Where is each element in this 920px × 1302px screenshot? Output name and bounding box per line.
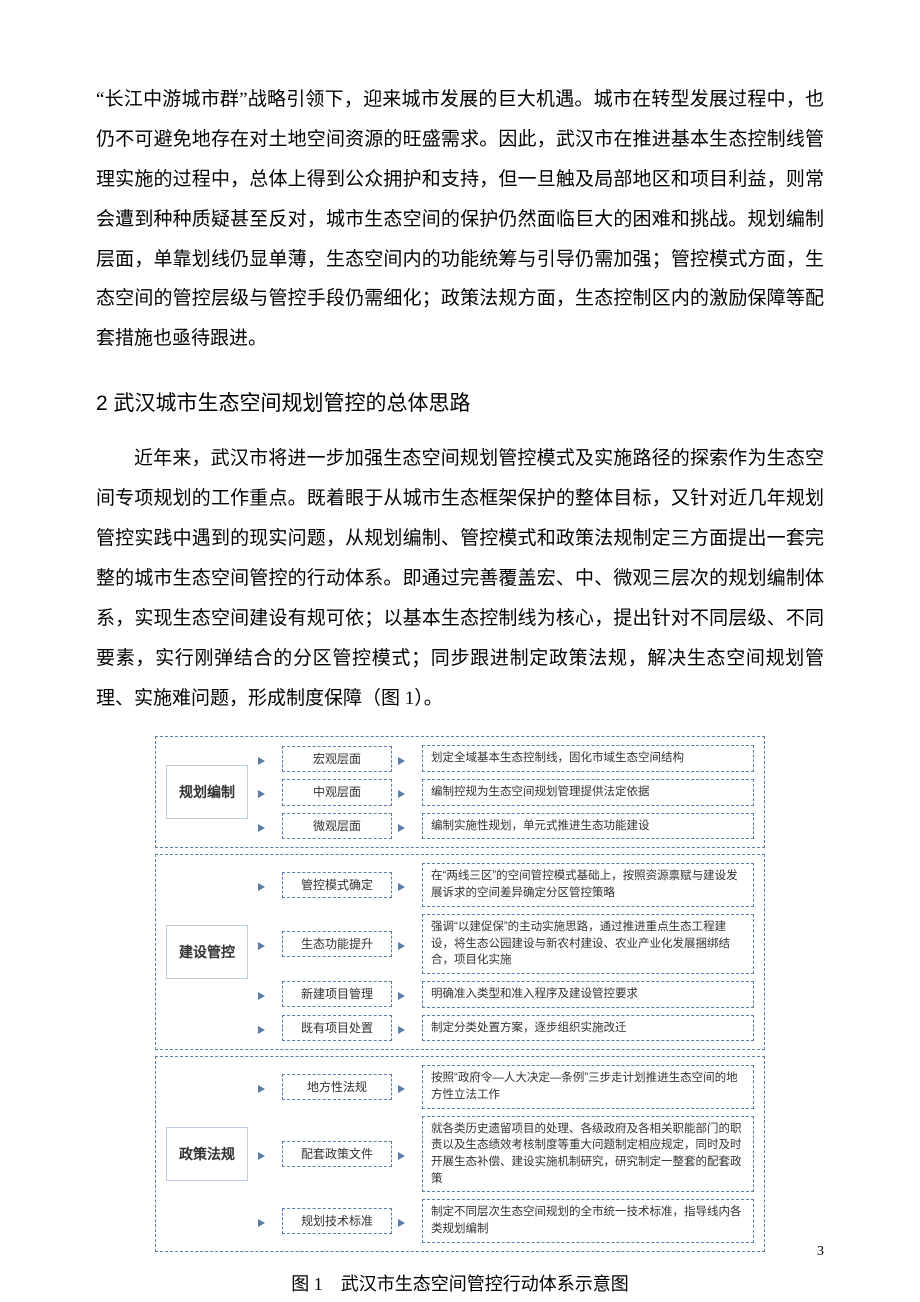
diagram-mid-label: 中观层面 [282, 779, 392, 805]
diagram-desc: 编制控规为生态空间规划管理提供法定依据 [422, 779, 754, 806]
diagram-mid-label: 管控模式确定 [282, 872, 392, 898]
diagram-row: 微观层面 编制实施性规划，单元式推进生态功能建设 [262, 813, 754, 840]
para-2: 近年来，武汉市将进一步加强生态空间规划管控模式及实施路径的探索作为生态空间专项规… [96, 439, 824, 718]
diagram-block: 政策法规 地方性法规 按照“政府令—人大决定—条例”三步走计划推进生态空间的地方性立… [155, 1056, 765, 1251]
diagram-desc: 在“两线三区”的空间管控模式基础上，按照资源禀赋与建设发展诉求的空间差异确定分区… [422, 863, 754, 906]
diagram-block-label: 政策法规 [166, 1127, 248, 1181]
diagram-desc: 明确准入类型和准入程序及建设管控要求 [422, 981, 754, 1008]
figure-1-wrap: 规划编制 宏观层面 划定全域基本生态控制线，固化市域生态空间结构中观层面 编制控规为生… [96, 736, 824, 1251]
diagram-block-label: 规划编制 [166, 765, 248, 819]
diagram-block: 规划编制 宏观层面 划定全域基本生态控制线，固化市域生态空间结构中观层面 编制控规为生… [155, 736, 765, 848]
diagram-mid-label: 宏观层面 [282, 746, 392, 772]
diagram-desc: 按照“政府令—人大决定—条例”三步走计划推进生态空间的地方性立法工作 [422, 1065, 754, 1108]
diagram-rows: 宏观层面 划定全域基本生态控制线，固化市域生态空间结构中观层面 编制控规为生态空间规… [262, 745, 754, 839]
figure-1-diagram: 规划编制 宏观层面 划定全域基本生态控制线，固化市域生态空间结构中观层面 编制控规为生… [155, 736, 765, 1251]
diagram-row: 管控模式确定 在“两线三区”的空间管控模式基础上，按照资源禀赋与建设发展诉求的空间… [262, 863, 754, 906]
page-number: 3 [817, 1244, 824, 1260]
document-page: “长江中游城市群”战略引领下，迎来城市发展的巨大机遇。城市在转型发展过程中，也仍… [0, 0, 920, 1302]
diagram-mid-label: 生态功能提升 [282, 931, 392, 957]
diagram-mid-label: 地方性法规 [282, 1074, 392, 1100]
diagram-row: 生态功能提升 强调“以建促保”的主动实施思路，通过推进重点生态工程建设，将生态公园… [262, 914, 754, 974]
diagram-row: 规划技术标准 制定不同层次生态空间规划的全市统一技术标准，指导线内各类规划编制 [262, 1199, 754, 1242]
diagram-desc: 强调“以建促保”的主动实施思路，通过推进重点生态工程建设，将生态公园建设与新农村… [422, 914, 754, 974]
diagram-row: 宏观层面 划定全域基本生态控制线，固化市域生态空间结构 [262, 745, 754, 772]
diagram-rows: 地方性法规 按照“政府令—人大决定—条例”三步走计划推进生态空间的地方性立法工作配… [262, 1065, 754, 1242]
diagram-desc: 制定不同层次生态空间规划的全市统一技术标准，指导线内各类规划编制 [422, 1199, 754, 1242]
section-heading-2: 2 武汉城市生态空间规划管控的总体思路 [96, 387, 824, 417]
diagram-block: 建设管控 管控模式确定 在“两线三区”的空间管控模式基础上，按照资源禀赋与建设发展诉… [155, 854, 765, 1050]
diagram-rows: 管控模式确定 在“两线三区”的空间管控模式基础上，按照资源禀赋与建设发展诉求的空间… [262, 863, 754, 1041]
diagram-row: 新建项目管理 明确准入类型和准入程序及建设管控要求 [262, 981, 754, 1008]
diagram-mid-label: 微观层面 [282, 813, 392, 839]
diagram-mid-label: 新建项目管理 [282, 981, 392, 1007]
diagram-mid-label: 配套政策文件 [282, 1141, 392, 1167]
diagram-desc: 制定分类处置方案，逐步组织实施改迁 [422, 1015, 754, 1042]
diagram-row: 地方性法规 按照“政府令—人大决定—条例”三步走计划推进生态空间的地方性立法工作 [262, 1065, 754, 1108]
diagram-block-label: 建设管控 [166, 925, 248, 979]
diagram-mid-label: 规划技术标准 [282, 1208, 392, 1234]
diagram-mid-label: 既有项目处置 [282, 1015, 392, 1041]
figure-1-caption: 图 1 武汉市生态空间管控行动体系示意图 [96, 1270, 824, 1296]
para-1: “长江中游城市群”战略引领下，迎来城市发展的巨大机遇。城市在转型发展过程中，也仍… [96, 80, 824, 359]
diagram-desc: 划定全域基本生态控制线，固化市域生态空间结构 [422, 745, 754, 772]
diagram-row: 配套政策文件 就各类历史遗留项目的处理、各级政府及各相关职能部门的职责以及生态绩效… [262, 1116, 754, 1193]
diagram-desc: 编制实施性规划，单元式推进生态功能建设 [422, 813, 754, 840]
diagram-row: 既有项目处置 制定分类处置方案，逐步组织实施改迁 [262, 1015, 754, 1042]
diagram-row: 中观层面 编制控规为生态空间规划管理提供法定依据 [262, 779, 754, 806]
diagram-desc: 就各类历史遗留项目的处理、各级政府及各相关职能部门的职责以及生态绩效考核制度等重… [422, 1116, 754, 1193]
